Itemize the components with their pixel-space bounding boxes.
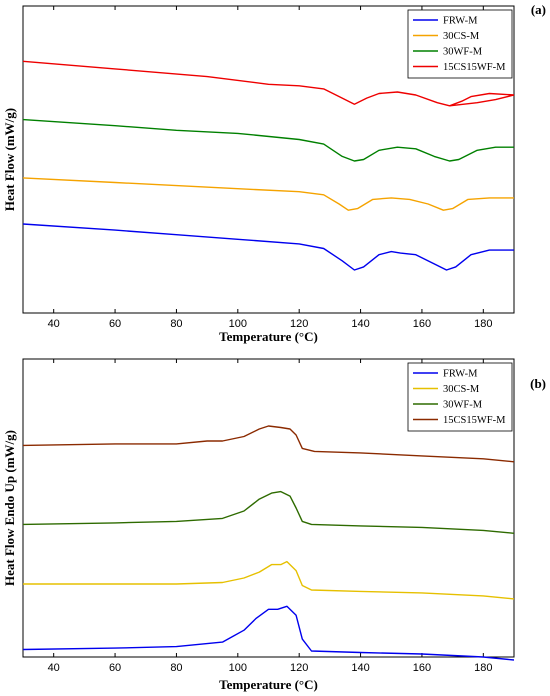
- x-tick-label: 180: [474, 318, 492, 330]
- x-tick-label: 160: [413, 318, 431, 330]
- legend-entry-15cs15wf-m: 15CS15WF-M: [443, 62, 506, 73]
- plot-frame: [22, 5, 515, 314]
- x-tick-label: 180: [474, 662, 492, 674]
- panel-label: (b): [530, 376, 546, 391]
- y-axis-label: Heat Flow (mW/g): [2, 108, 17, 211]
- plot-frame: [22, 358, 515, 658]
- x-tick-label: 80: [170, 662, 182, 674]
- series-line-segment-4: [449, 94, 515, 107]
- x-axis-label: Temperature (°C): [219, 329, 318, 344]
- x-axis-label: Temperature (°C): [219, 677, 318, 692]
- x-tick-label: 160: [413, 662, 431, 674]
- series-line-30wf-m: [22, 490, 515, 534]
- series-line-30wf-m: [22, 118, 514, 162]
- legend-entry-frw-m: FRW-M: [443, 16, 478, 27]
- x-tick-label: 120: [290, 318, 308, 330]
- series-line-15cs15wf-m: [22, 425, 515, 463]
- legend-entry-30wf-m: 30WF-M: [443, 47, 483, 58]
- x-tick-label: 80: [170, 318, 182, 330]
- y-axis-label: Heat Flow Endo Up (mW/g): [2, 430, 17, 586]
- x-tick-label: 140: [351, 318, 369, 330]
- x-tick-label: 120: [290, 662, 308, 674]
- panel-label: (a): [531, 2, 546, 17]
- legend: FRW-M 30CS-M 30WF-M 15CS15WF-M: [407, 9, 513, 79]
- x-tick-label: 100: [229, 318, 247, 330]
- series-line-frw-m: [22, 605, 515, 661]
- legend-entry-30cs-m: 30CS-M: [443, 31, 480, 42]
- panel-a: 40 60 80 100 120 140 160 180 Temperature (°C) Hea…: [2, 2, 546, 344]
- legend-entry-30cs-m: 30CS-M: [443, 384, 480, 395]
- x-tick-label: 100: [229, 662, 247, 674]
- legend: FRW-M 30CS-M 30WF-M 15CS15WF-M: [407, 362, 513, 432]
- x-tick-label: 60: [109, 318, 121, 330]
- panel-b: 40 60 80 100 120 140 160 180 Temperature (°C) Hea…: [2, 358, 546, 692]
- series-line-frw-m: [22, 223, 514, 271]
- legend-entry-30wf-m: 30WF-M: [443, 400, 483, 411]
- x-tick-label: 40: [48, 318, 60, 330]
- x-tick-label: 40: [48, 662, 60, 674]
- legend-entry-frw-m: FRW-M: [443, 369, 478, 380]
- series-line-30cs-m: [23, 560, 515, 600]
- series-line-15cs15wf-m: [22, 60, 515, 107]
- series-line-30cs-m: [22, 177, 514, 211]
- x-tick-label: 60: [109, 662, 121, 674]
- x-tick-label: 140: [351, 662, 369, 674]
- legend-entry-15cs15wf-m: 15CS15WF-M: [443, 415, 506, 426]
